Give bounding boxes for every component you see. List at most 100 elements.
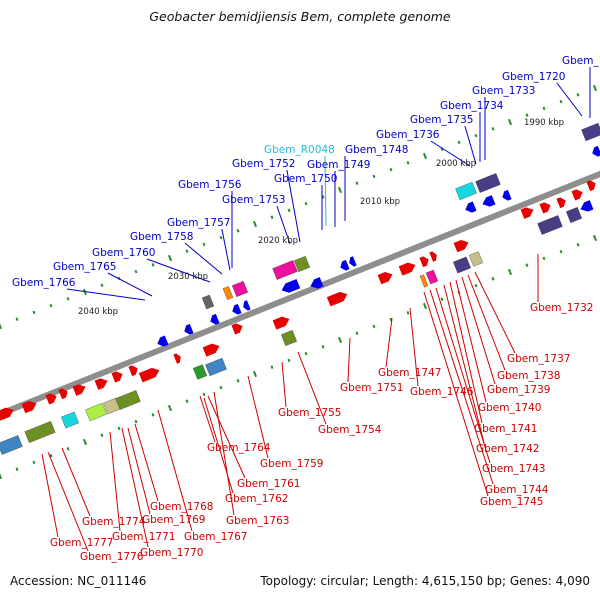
tick-upper [100, 283, 104, 287]
gene-arrow [340, 259, 350, 271]
tick-lower [134, 419, 138, 424]
tick-lower [15, 467, 19, 471]
gene-label: Gbem_1761 [237, 478, 300, 490]
leader-line [429, 289, 494, 485]
cog-block [24, 421, 56, 443]
tick-upper [15, 317, 19, 321]
leader-line [107, 272, 153, 297]
tick-upper [422, 152, 428, 160]
gene-label: Gbem_1746 [410, 386, 474, 398]
leader-line [455, 279, 487, 403]
cog-block [566, 207, 582, 223]
tick-lower [525, 263, 529, 267]
leader-line [61, 447, 91, 517]
leader-line [134, 423, 159, 502]
cog-block [581, 122, 600, 142]
gene-label: Gbem_1774 [82, 516, 146, 528]
gene-label: Gbem_1764 [207, 442, 271, 454]
cog-block [222, 286, 234, 300]
tick-lower [270, 365, 274, 369]
tick-lower [507, 268, 513, 276]
gene-label: Gbem_1760 [92, 247, 155, 259]
leader-line [556, 82, 583, 117]
tick-lower [236, 379, 240, 383]
gene-label: Gbem_1755 [278, 407, 341, 419]
gene-arrow [231, 323, 243, 335]
gene-label: Gbem_1745 [480, 496, 543, 508]
gene-label: Gbem_1744 [485, 484, 549, 496]
gene-label: Gbem_1769 [142, 514, 205, 526]
gene-arrow [281, 279, 301, 293]
leader-line [449, 281, 483, 424]
gene-arrow [592, 145, 600, 157]
gene-arrow [58, 388, 68, 400]
gene-label: Gbem_1756 [178, 179, 242, 191]
cog-block [453, 256, 471, 274]
gene-arrow [465, 201, 477, 213]
kbp-label: 2040 kbp [78, 307, 118, 317]
tick-upper [372, 174, 376, 179]
tick-upper [151, 263, 155, 267]
tick-upper [525, 113, 529, 117]
gene-label: Gbem_1732 [530, 302, 593, 314]
forward-strand-genes [0, 180, 596, 421]
gene-arrow [539, 202, 551, 214]
tick-lower [474, 283, 478, 288]
tick-lower [202, 392, 206, 397]
cog-block [281, 330, 297, 346]
tick-lower [82, 438, 88, 446]
gene-arrow [72, 384, 86, 396]
leader-line [443, 284, 485, 444]
page-title: Geobacter bemidjiensis Bem, complete gen… [149, 9, 451, 24]
gene-arrow [482, 195, 496, 207]
gene-label: Gbem_1768 [150, 501, 213, 513]
gene-label: Gbem_1757 [167, 217, 230, 229]
tick-upper [491, 127, 495, 131]
tick-lower [406, 311, 410, 315]
gene-arrow [45, 393, 57, 405]
tick-lower [422, 302, 428, 310]
leader-line [276, 205, 291, 245]
gene-arrow [349, 256, 357, 267]
tick-upper [389, 167, 393, 172]
gene-label: Gbem_1743 [482, 463, 545, 475]
tick-lower [66, 447, 70, 451]
cog-block [201, 294, 215, 310]
leader-line [430, 140, 471, 167]
cog-block [232, 281, 248, 297]
reverse-strand-genes [157, 145, 600, 347]
gene-label: Gbem_1719 [562, 55, 600, 67]
tick-upper [49, 303, 53, 308]
tick-upper [287, 208, 291, 213]
gene-arrow [377, 271, 393, 285]
gene-arrow [419, 256, 429, 268]
tick-lower [355, 331, 359, 335]
leader-line [461, 276, 496, 385]
gene-label: Gbem_1759 [260, 458, 323, 470]
tick-lower [252, 370, 258, 378]
cog-block [205, 357, 227, 377]
gene-label: Gbem_1734 [440, 100, 504, 112]
gene-arrow [94, 378, 108, 390]
gene-label: Gbem_1747 [378, 367, 441, 379]
cog-block [0, 435, 23, 455]
leader-line [184, 242, 223, 275]
leader-line [127, 427, 151, 515]
label-leader-lines [41, 67, 591, 552]
tick-lower [287, 358, 291, 363]
tick-lower [304, 351, 308, 356]
accession-text: Accession: NC_011146 [10, 574, 147, 588]
tick-upper [337, 186, 343, 194]
gene-label: Gbem_1733 [472, 85, 535, 97]
gene-arrow [398, 262, 416, 276]
gene-arrow [184, 323, 194, 335]
tick-upper [559, 99, 563, 104]
gene-arrow [157, 335, 169, 347]
gene-label: Gbem_1752 [232, 158, 295, 170]
gene-arrow [272, 316, 290, 330]
gene-label: Gbem_1736 [376, 129, 440, 141]
gene-arrow [232, 303, 242, 315]
gene-label: Gbem_1770 [140, 547, 203, 559]
tick-upper [304, 201, 308, 206]
